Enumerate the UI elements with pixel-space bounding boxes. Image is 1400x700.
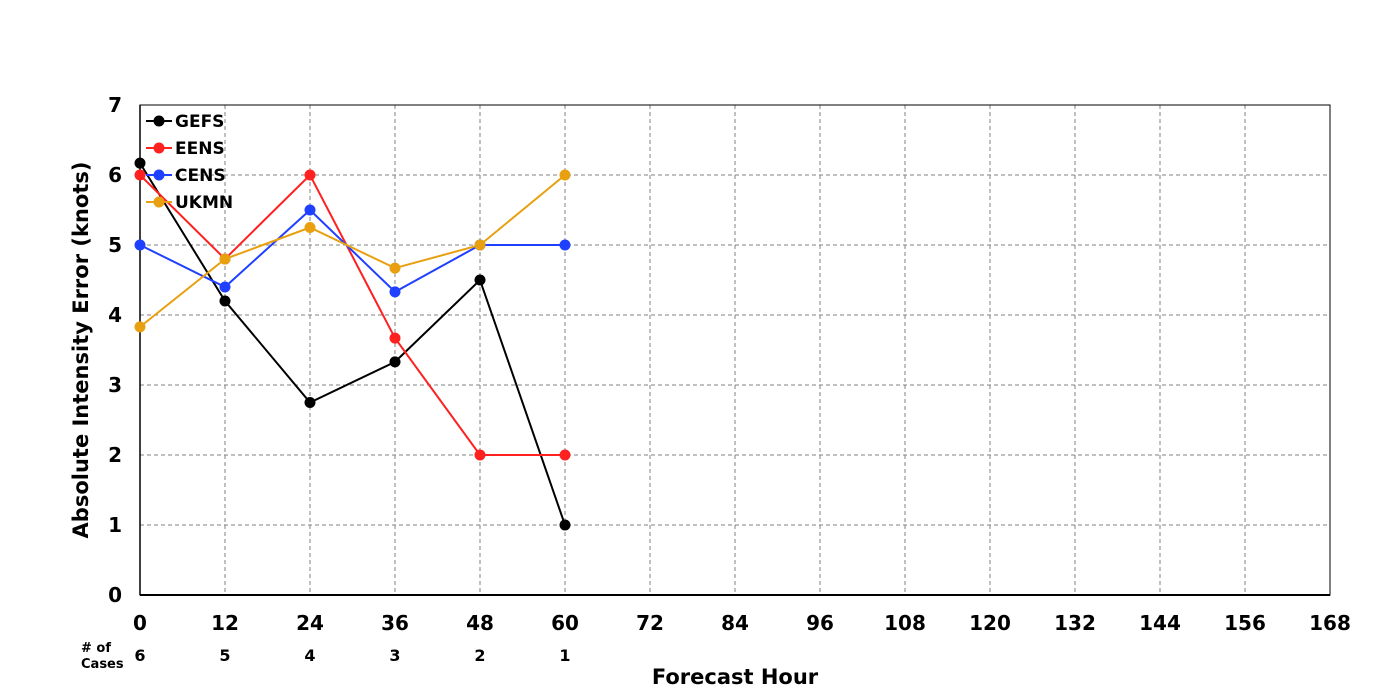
cases-row: # of Cases 6 5 4 3 2 1 bbox=[81, 641, 571, 672]
x-tick-label: 60 bbox=[551, 611, 579, 635]
cases-header-line1: # of bbox=[81, 641, 111, 656]
data-point bbox=[474, 449, 486, 461]
data-point bbox=[134, 169, 146, 181]
x-tick-label: 12 bbox=[211, 611, 239, 635]
y-axis-title: Absolute Intensity Error (knots) bbox=[69, 162, 93, 539]
series-line bbox=[139, 174, 566, 328]
legend-marker bbox=[153, 196, 165, 208]
legend-item-ukmn: UKMN bbox=[146, 193, 233, 213]
series-eens bbox=[134, 169, 571, 461]
data-point bbox=[474, 239, 486, 251]
case-count-label: 5 bbox=[219, 646, 230, 665]
legend-label: UKMN bbox=[175, 193, 233, 213]
data-point bbox=[304, 204, 316, 216]
data-point bbox=[219, 281, 231, 293]
data-point bbox=[559, 449, 571, 461]
legend-marker bbox=[153, 169, 165, 181]
legend-label: EENS bbox=[175, 139, 225, 159]
x-tick-label: 132 bbox=[1054, 611, 1096, 635]
x-tick-label: 24 bbox=[296, 611, 324, 635]
x-tick-label: 48 bbox=[466, 611, 494, 635]
data-point bbox=[389, 332, 401, 344]
data-point bbox=[389, 356, 401, 368]
x-axis-title: Forecast Hour bbox=[652, 665, 819, 689]
cases-header-line2: Cases bbox=[81, 657, 124, 672]
legend-item-gefs: GEFS bbox=[146, 112, 224, 132]
series-layer bbox=[134, 157, 571, 531]
data-point bbox=[389, 262, 401, 274]
data-point bbox=[219, 253, 231, 265]
data-point bbox=[559, 169, 571, 181]
data-point bbox=[389, 286, 401, 298]
legend: GEFS EENS CENS UKMN bbox=[146, 112, 233, 213]
case-count-label: 6 bbox=[134, 646, 145, 665]
x-tick-label: 0 bbox=[133, 611, 147, 635]
data-point bbox=[134, 157, 146, 169]
series-line bbox=[139, 173, 565, 456]
x-tick-label: 36 bbox=[381, 611, 409, 635]
y-tick-label: 6 bbox=[108, 163, 122, 187]
x-tick-label: 108 bbox=[884, 611, 926, 635]
series-ukmn bbox=[134, 169, 571, 333]
legend-label: CENS bbox=[175, 166, 226, 186]
y-tick-label: 7 bbox=[108, 93, 122, 117]
series-line bbox=[139, 162, 566, 526]
y-tick-label: 2 bbox=[108, 443, 122, 467]
y-tick-label: 1 bbox=[108, 513, 122, 537]
series-line bbox=[139, 208, 565, 294]
series-gefs bbox=[134, 157, 571, 531]
x-tick-label: 84 bbox=[721, 611, 749, 635]
y-tick-label: 3 bbox=[108, 373, 122, 397]
data-point bbox=[134, 239, 146, 251]
case-count-label: 1 bbox=[559, 646, 570, 665]
y-tick-label: 5 bbox=[108, 233, 122, 257]
data-point bbox=[304, 222, 316, 233]
legend-item-eens: EENS bbox=[146, 139, 225, 159]
legend-label: GEFS bbox=[175, 112, 224, 132]
y-tick-labels: 0 1 2 3 4 5 6 7 bbox=[108, 93, 122, 607]
case-count-label: 4 bbox=[304, 646, 315, 665]
data-point bbox=[219, 295, 231, 307]
case-count-label: 3 bbox=[389, 646, 400, 665]
data-point bbox=[559, 519, 571, 531]
y-tick-label: 0 bbox=[108, 583, 122, 607]
case-count-label: 2 bbox=[474, 646, 485, 665]
series-cens bbox=[134, 204, 571, 298]
data-point bbox=[559, 239, 571, 251]
x-tick-label: 96 bbox=[806, 611, 834, 635]
data-point bbox=[134, 321, 146, 333]
data-point bbox=[304, 169, 316, 181]
y-tick-label: 4 bbox=[108, 303, 122, 327]
x-tick-labels: 0 12 24 36 48 60 72 84 96 108 120 132 144 156 168 bbox=[133, 611, 1351, 635]
legend-marker bbox=[153, 115, 165, 127]
x-tick-label: 168 bbox=[1309, 611, 1351, 635]
data-point bbox=[474, 274, 486, 286]
data-point bbox=[304, 397, 316, 408]
x-tick-label: 156 bbox=[1224, 611, 1266, 635]
x-tick-label: 144 bbox=[1139, 611, 1181, 635]
x-tick-label: 72 bbox=[636, 611, 664, 635]
legend-item-cens: CENS bbox=[146, 166, 226, 186]
legend-marker bbox=[153, 142, 165, 154]
x-tick-label: 120 bbox=[969, 611, 1011, 635]
grid-lines bbox=[140, 105, 1330, 595]
